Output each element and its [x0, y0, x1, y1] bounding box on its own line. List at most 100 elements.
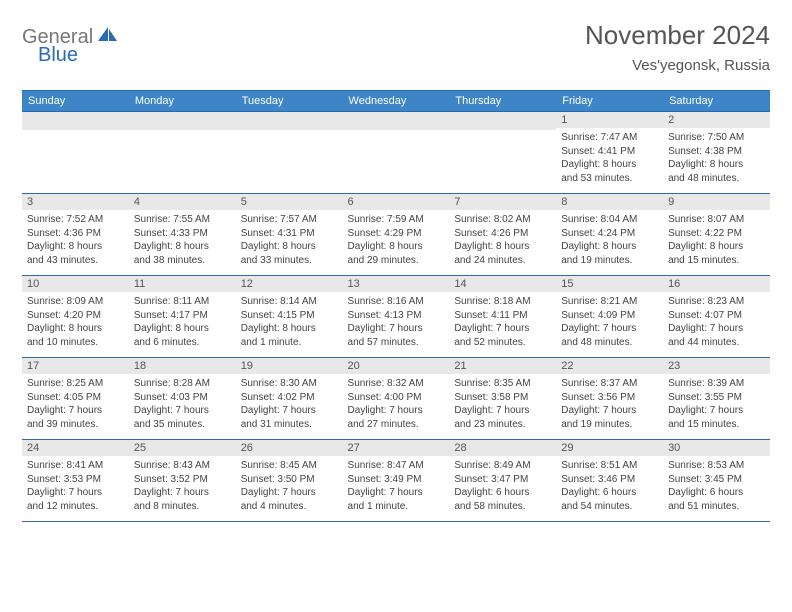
- logo-sail-icon: [97, 26, 119, 49]
- day-number: 12: [236, 276, 343, 292]
- day-line: Daylight: 7 hours: [134, 486, 231, 500]
- day-number: 19: [236, 358, 343, 374]
- day-number: 14: [449, 276, 556, 292]
- calendar-table: SundayMondayTuesdayWednesdayThursdayFrid…: [22, 90, 770, 522]
- day-line: and 24 minutes.: [454, 254, 551, 268]
- day-line: and 15 minutes.: [668, 254, 765, 268]
- day-line: Sunset: 3:49 PM: [348, 473, 445, 487]
- day-content: Sunrise: 7:50 AMSunset: 4:38 PMDaylight:…: [663, 128, 770, 193]
- day-number: 20: [343, 358, 450, 374]
- day-line: Sunrise: 8:41 AM: [27, 459, 124, 473]
- day-header: Monday: [129, 91, 236, 112]
- calendar-cell: 9Sunrise: 8:07 AMSunset: 4:22 PMDaylight…: [663, 194, 770, 276]
- day-line: Sunrise: 7:55 AM: [134, 213, 231, 227]
- day-line: and 4 minutes.: [241, 500, 338, 514]
- day-line: and 1 minute.: [348, 500, 445, 514]
- calendar-cell: [129, 112, 236, 194]
- calendar-cell: 14Sunrise: 8:18 AMSunset: 4:11 PMDayligh…: [449, 276, 556, 358]
- day-line: Daylight: 8 hours: [561, 240, 658, 254]
- day-content: Sunrise: 7:47 AMSunset: 4:41 PMDaylight:…: [556, 128, 663, 193]
- day-line: Daylight: 8 hours: [561, 158, 658, 172]
- day-content: [236, 130, 343, 192]
- day-content: Sunrise: 8:28 AMSunset: 4:03 PMDaylight:…: [129, 374, 236, 439]
- day-line: Sunrise: 8:25 AM: [27, 377, 124, 391]
- day-line: and 31 minutes.: [241, 418, 338, 432]
- day-number: 24: [22, 440, 129, 456]
- day-line: and 39 minutes.: [27, 418, 124, 432]
- day-content: Sunrise: 8:18 AMSunset: 4:11 PMDaylight:…: [449, 292, 556, 357]
- title-block: November 2024 Ves'yegonsk, Russia: [585, 20, 770, 74]
- day-number: 29: [556, 440, 663, 456]
- day-line: Sunset: 3:52 PM: [134, 473, 231, 487]
- calendar-cell: 4Sunrise: 7:55 AMSunset: 4:33 PMDaylight…: [129, 194, 236, 276]
- day-line: Daylight: 8 hours: [454, 240, 551, 254]
- calendar-cell: 23Sunrise: 8:39 AMSunset: 3:55 PMDayligh…: [663, 358, 770, 440]
- day-line: and 48 minutes.: [668, 172, 765, 186]
- day-content: Sunrise: 8:02 AMSunset: 4:26 PMDaylight:…: [449, 210, 556, 275]
- day-number: [449, 112, 556, 130]
- day-content: Sunrise: 8:25 AMSunset: 4:05 PMDaylight:…: [22, 374, 129, 439]
- day-line: Sunrise: 8:23 AM: [668, 295, 765, 309]
- calendar-cell: 11Sunrise: 8:11 AMSunset: 4:17 PMDayligh…: [129, 276, 236, 358]
- calendar-cell: 29Sunrise: 8:51 AMSunset: 3:46 PMDayligh…: [556, 440, 663, 522]
- day-line: Sunrise: 8:02 AM: [454, 213, 551, 227]
- day-content: Sunrise: 8:23 AMSunset: 4:07 PMDaylight:…: [663, 292, 770, 357]
- day-line: and 57 minutes.: [348, 336, 445, 350]
- day-line: Daylight: 8 hours: [134, 322, 231, 336]
- day-number: 18: [129, 358, 236, 374]
- day-line: and 51 minutes.: [668, 500, 765, 514]
- day-content: Sunrise: 8:11 AMSunset: 4:17 PMDaylight:…: [129, 292, 236, 357]
- day-number: 3: [22, 194, 129, 210]
- day-content: Sunrise: 8:53 AMSunset: 3:45 PMDaylight:…: [663, 456, 770, 521]
- day-content: Sunrise: 8:32 AMSunset: 4:00 PMDaylight:…: [343, 374, 450, 439]
- day-content: Sunrise: 8:21 AMSunset: 4:09 PMDaylight:…: [556, 292, 663, 357]
- day-number: [236, 112, 343, 130]
- day-content: Sunrise: 8:30 AMSunset: 4:02 PMDaylight:…: [236, 374, 343, 439]
- day-line: Daylight: 7 hours: [454, 322, 551, 336]
- day-line: Sunset: 3:47 PM: [454, 473, 551, 487]
- day-line: and 44 minutes.: [668, 336, 765, 350]
- day-line: and 8 minutes.: [134, 500, 231, 514]
- day-line: Sunset: 3:56 PM: [561, 391, 658, 405]
- day-content: Sunrise: 7:52 AMSunset: 4:36 PMDaylight:…: [22, 210, 129, 275]
- day-line: Sunset: 4:22 PM: [668, 227, 765, 241]
- day-line: Sunrise: 8:16 AM: [348, 295, 445, 309]
- day-line: Sunset: 4:29 PM: [348, 227, 445, 241]
- day-content: Sunrise: 8:47 AMSunset: 3:49 PMDaylight:…: [343, 456, 450, 521]
- calendar-cell: 17Sunrise: 8:25 AMSunset: 4:05 PMDayligh…: [22, 358, 129, 440]
- calendar-cell: 6Sunrise: 7:59 AMSunset: 4:29 PMDaylight…: [343, 194, 450, 276]
- calendar-cell: 24Sunrise: 8:41 AMSunset: 3:53 PMDayligh…: [22, 440, 129, 522]
- day-content: Sunrise: 8:09 AMSunset: 4:20 PMDaylight:…: [22, 292, 129, 357]
- day-line: Daylight: 8 hours: [241, 240, 338, 254]
- calendar-body: 1Sunrise: 7:47 AMSunset: 4:41 PMDaylight…: [22, 112, 770, 522]
- day-line: and 58 minutes.: [454, 500, 551, 514]
- day-number: [22, 112, 129, 130]
- day-line: Daylight: 7 hours: [348, 404, 445, 418]
- calendar-cell: [343, 112, 450, 194]
- day-line: Sunrise: 8:53 AM: [668, 459, 765, 473]
- calendar-cell: 27Sunrise: 8:47 AMSunset: 3:49 PMDayligh…: [343, 440, 450, 522]
- day-line: and 23 minutes.: [454, 418, 551, 432]
- day-number: [129, 112, 236, 130]
- month-title: November 2024: [585, 20, 770, 51]
- day-line: Sunset: 4:38 PM: [668, 145, 765, 159]
- day-content: Sunrise: 8:07 AMSunset: 4:22 PMDaylight:…: [663, 210, 770, 275]
- calendar-cell: 3Sunrise: 7:52 AMSunset: 4:36 PMDaylight…: [22, 194, 129, 276]
- calendar-cell: 19Sunrise: 8:30 AMSunset: 4:02 PMDayligh…: [236, 358, 343, 440]
- day-number: 15: [556, 276, 663, 292]
- day-number: 16: [663, 276, 770, 292]
- day-line: Sunrise: 7:52 AM: [27, 213, 124, 227]
- day-line: Sunset: 4:09 PM: [561, 309, 658, 323]
- day-line: and 27 minutes.: [348, 418, 445, 432]
- day-line: and 12 minutes.: [27, 500, 124, 514]
- day-header: Thursday: [449, 91, 556, 112]
- calendar-cell: 13Sunrise: 8:16 AMSunset: 4:13 PMDayligh…: [343, 276, 450, 358]
- day-number: 13: [343, 276, 450, 292]
- day-content: [22, 130, 129, 192]
- day-line: and 54 minutes.: [561, 500, 658, 514]
- day-line: Sunrise: 8:39 AM: [668, 377, 765, 391]
- day-line: Sunrise: 8:21 AM: [561, 295, 658, 309]
- day-number: 7: [449, 194, 556, 210]
- day-line: Sunrise: 8:49 AM: [454, 459, 551, 473]
- day-number: 9: [663, 194, 770, 210]
